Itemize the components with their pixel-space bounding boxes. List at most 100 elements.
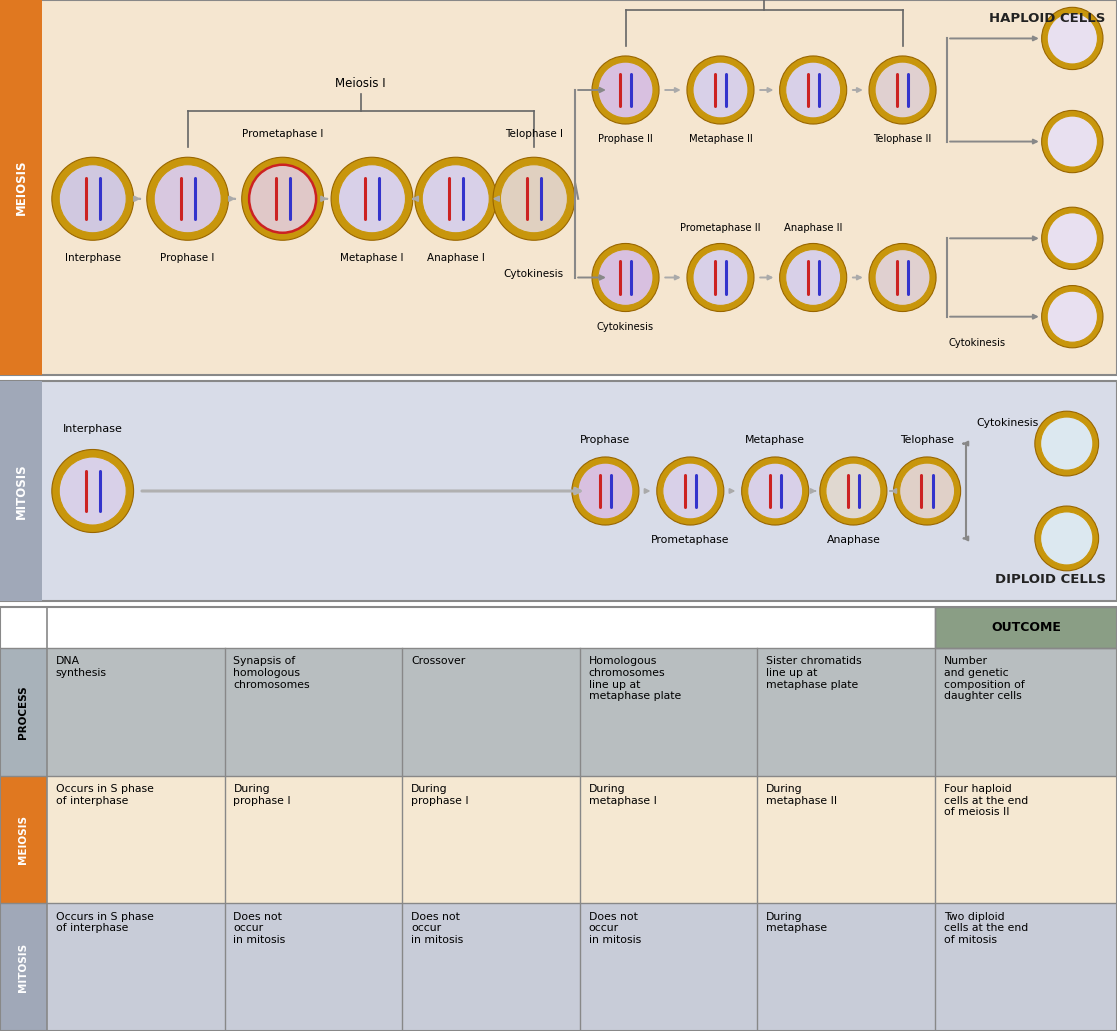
Ellipse shape xyxy=(59,165,126,233)
Ellipse shape xyxy=(1041,511,1092,565)
Text: Telophase I: Telophase I xyxy=(505,129,563,139)
Ellipse shape xyxy=(899,463,955,519)
Ellipse shape xyxy=(1042,207,1102,269)
Text: MEIOSIS: MEIOSIS xyxy=(19,816,28,864)
Ellipse shape xyxy=(59,457,126,525)
Text: Anaphase I: Anaphase I xyxy=(427,253,485,263)
Text: PROCESS: PROCESS xyxy=(19,686,28,739)
Ellipse shape xyxy=(331,158,413,240)
Text: Telophase: Telophase xyxy=(900,435,954,444)
Ellipse shape xyxy=(657,457,724,525)
Text: MITOSIS: MITOSIS xyxy=(15,463,28,519)
Text: Does not
occur
in mitosis: Does not occur in mitosis xyxy=(411,911,464,944)
Text: Metaphase: Metaphase xyxy=(745,435,805,444)
Text: Four haploid
cells at the end
of meiosis II: Four haploid cells at the end of meiosis… xyxy=(944,784,1028,818)
Text: During
prophase I: During prophase I xyxy=(233,784,292,805)
Text: Prometaphase II: Prometaphase II xyxy=(680,223,761,233)
Text: During
metaphase: During metaphase xyxy=(766,911,828,933)
Text: Cytokinesis: Cytokinesis xyxy=(504,269,564,279)
Bar xyxy=(47,903,1117,1031)
Ellipse shape xyxy=(154,165,221,233)
Bar xyxy=(0,648,47,775)
Ellipse shape xyxy=(693,250,748,305)
Ellipse shape xyxy=(1034,506,1099,571)
Bar xyxy=(0,607,1117,1031)
Ellipse shape xyxy=(598,62,653,118)
Ellipse shape xyxy=(1042,286,1102,347)
Text: Metaphase I: Metaphase I xyxy=(341,253,403,263)
Ellipse shape xyxy=(241,158,324,240)
Ellipse shape xyxy=(493,158,575,240)
Ellipse shape xyxy=(693,62,748,118)
Bar xyxy=(47,775,1117,903)
Ellipse shape xyxy=(875,62,930,118)
Ellipse shape xyxy=(1048,291,1097,342)
Text: Synapsis of
homologous
chromosomes: Synapsis of homologous chromosomes xyxy=(233,657,311,690)
Ellipse shape xyxy=(894,457,961,525)
Bar xyxy=(0,775,47,903)
Ellipse shape xyxy=(414,158,497,240)
Text: During
prophase I: During prophase I xyxy=(411,784,469,805)
Text: Number
and genetic
composition of
daughter cells: Number and genetic composition of daught… xyxy=(944,657,1024,701)
Text: During
metaphase II: During metaphase II xyxy=(766,784,838,805)
Bar xyxy=(0,381,42,601)
Text: Prometaphase I: Prometaphase I xyxy=(242,129,323,139)
Ellipse shape xyxy=(1048,13,1097,64)
Text: Interphase: Interphase xyxy=(65,253,121,263)
Ellipse shape xyxy=(869,56,936,124)
Ellipse shape xyxy=(742,457,809,525)
Text: Occurs in S phase
of interphase: Occurs in S phase of interphase xyxy=(56,784,154,805)
Text: Two diploid
cells at the end
of mitosis: Two diploid cells at the end of mitosis xyxy=(944,911,1028,944)
Ellipse shape xyxy=(875,250,930,305)
Ellipse shape xyxy=(1041,417,1092,470)
Ellipse shape xyxy=(1042,110,1102,172)
Text: Prophase II: Prophase II xyxy=(598,134,653,144)
Ellipse shape xyxy=(51,158,134,240)
Ellipse shape xyxy=(577,463,633,519)
Text: Prophase I: Prophase I xyxy=(161,253,214,263)
Ellipse shape xyxy=(687,56,754,124)
Text: Cytokinesis: Cytokinesis xyxy=(948,338,1006,348)
Ellipse shape xyxy=(592,56,659,124)
Ellipse shape xyxy=(785,250,841,305)
Ellipse shape xyxy=(785,62,841,118)
Ellipse shape xyxy=(780,243,847,311)
Bar xyxy=(935,607,1117,648)
Bar xyxy=(0,0,42,375)
Text: MEIOSIS: MEIOSIS xyxy=(15,160,28,215)
Text: Does not
occur
in mitosis: Does not occur in mitosis xyxy=(233,911,286,944)
Text: Occurs in S phase
of interphase: Occurs in S phase of interphase xyxy=(56,911,154,933)
Ellipse shape xyxy=(598,250,653,305)
Text: Crossover: Crossover xyxy=(411,657,466,666)
Text: During
metaphase I: During metaphase I xyxy=(589,784,657,805)
Ellipse shape xyxy=(572,457,639,525)
Bar xyxy=(0,0,1117,375)
Text: HAPLOID CELLS: HAPLOID CELLS xyxy=(990,12,1106,26)
Ellipse shape xyxy=(1048,212,1097,264)
Text: OUTCOME: OUTCOME xyxy=(991,621,1061,634)
Ellipse shape xyxy=(500,165,567,233)
Text: Anaphase: Anaphase xyxy=(827,535,880,545)
Ellipse shape xyxy=(1042,7,1102,69)
Ellipse shape xyxy=(592,243,659,311)
Text: Meiosis I: Meiosis I xyxy=(335,77,386,91)
Text: Interphase: Interphase xyxy=(63,424,123,434)
Bar xyxy=(0,381,1117,601)
Ellipse shape xyxy=(869,243,936,311)
Text: Cytokinesis: Cytokinesis xyxy=(976,419,1039,428)
Text: MITOSIS: MITOSIS xyxy=(19,942,28,992)
Text: Cytokinesis: Cytokinesis xyxy=(596,322,655,332)
Bar xyxy=(0,607,1117,1031)
Text: Prometaphase: Prometaphase xyxy=(651,535,729,545)
Ellipse shape xyxy=(780,56,847,124)
Text: Anaphase II: Anaphase II xyxy=(784,223,842,233)
Text: Prophase: Prophase xyxy=(581,435,630,444)
Ellipse shape xyxy=(1048,117,1097,167)
Bar xyxy=(0,903,47,1031)
Text: Metaphase II: Metaphase II xyxy=(688,134,753,144)
Ellipse shape xyxy=(146,158,229,240)
Text: Sister chromatids
line up at
metaphase plate: Sister chromatids line up at metaphase p… xyxy=(766,657,862,690)
Text: Does not
occur
in mitosis: Does not occur in mitosis xyxy=(589,911,641,944)
Ellipse shape xyxy=(51,450,134,532)
Ellipse shape xyxy=(249,165,316,233)
